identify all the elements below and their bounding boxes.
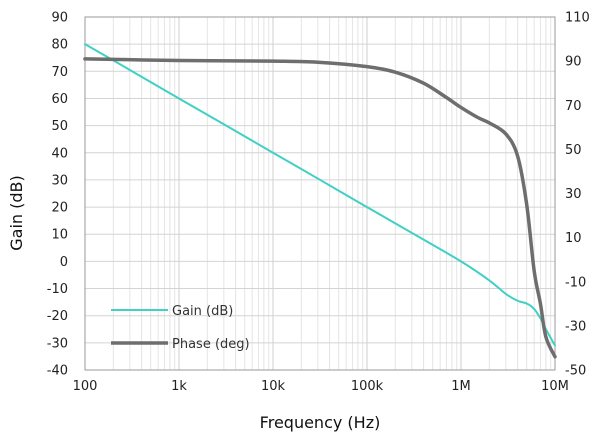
y-tick-label: -10 [47, 282, 68, 297]
y-tick-label: 60 [51, 92, 68, 107]
x-tick-label: 1k [171, 379, 187, 394]
y-tick-label: 30 [51, 173, 68, 188]
series-line-phase [83, 57, 557, 359]
y2-tick-label: 30 [565, 187, 582, 202]
x-tick-label: 10M [541, 379, 569, 394]
x-tick-labels: 100 1k 10k 100k 1M 10M [73, 379, 569, 394]
y-tick-label: 20 [51, 201, 68, 216]
y-tick-label: -30 [47, 336, 68, 351]
y2-tick-label: -10 [565, 275, 586, 290]
y-tick-labels: 90 80 70 60 50 40 30 20 10 0 -10 -20 -30 -40 [47, 11, 68, 379]
y-tick-label: 90 [51, 11, 68, 26]
plot-frame [84, 16, 556, 371]
series-line-gain [84, 43, 556, 347]
y2-tick-label: 50 [565, 143, 582, 158]
y-tick-label: 40 [51, 146, 68, 161]
y-tick-label: -20 [47, 309, 68, 324]
y2-tick-label: 70 [565, 99, 582, 114]
y2-tick-label: 90 [565, 55, 582, 70]
y-tick-label: 10 [51, 228, 68, 243]
y2-tick-label: -30 [565, 319, 586, 334]
series-layer [83, 43, 557, 359]
y-tick-label: 70 [51, 65, 68, 80]
y2-tick-labels: 110 90 70 50 30 10 -10 -30 -50 [565, 11, 590, 379]
y-tick-label: 50 [51, 119, 68, 134]
y-tick-label: -40 [47, 364, 68, 379]
x-tick-label: 100k [351, 379, 384, 394]
legend-label-phase: Phase (deg) [172, 337, 250, 352]
x-tick-label: 1M [451, 379, 471, 394]
x-tick-label: 100 [73, 379, 98, 394]
legend-label-gain: Gain (dB) [172, 304, 233, 319]
legend: Gain (dB) Phase (deg) [111, 304, 250, 352]
x-tick-label: 10k [261, 379, 286, 394]
y-tick-label: 80 [51, 38, 68, 53]
y2-tick-label: 10 [565, 231, 582, 246]
y2-tick-label: 110 [565, 11, 590, 26]
y-tick-label: 0 [60, 255, 68, 270]
y-axis-title: Gain (dB) [7, 175, 26, 251]
x-axis-title: Frequency (Hz) [260, 413, 381, 432]
y2-tick-label: -50 [565, 364, 586, 379]
